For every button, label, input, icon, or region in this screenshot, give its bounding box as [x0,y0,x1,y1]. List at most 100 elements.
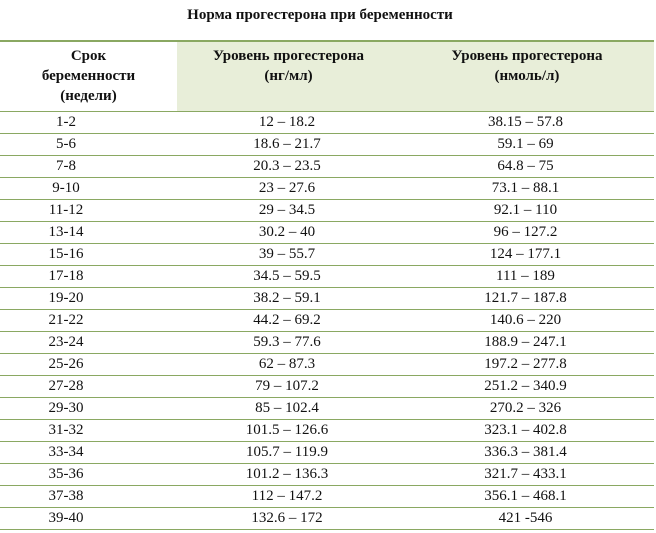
table-row: 11-12 29 – 34.5 92.1 – 110 [0,199,654,221]
cell-week-text: 29-30 [48,399,84,416]
table-row: 19-20 38.2 – 59.1 121.7 – 187.8 [0,287,654,309]
table-title: Норма прогестерона при беременности [187,7,453,23]
cell-nmol: 140.6 – 220 [489,311,562,328]
table-row: 37-38 112 – 147.2 356.1 – 468.1 [0,485,654,507]
cell-week-text: 11-12 [48,201,84,218]
cell-nmol: 59.1 – 69 [497,135,554,152]
table-row: 23-24 59.3 – 77.6 188.9 – 247.1 [0,331,654,353]
cell-week-text: 19-20 [48,289,84,306]
cell-ng: 39 – 55.7 [258,245,316,262]
cell-week-text: 37-38 [48,487,84,504]
header-week-line: беременности [41,68,136,84]
cell-week: 11-12 [0,199,177,221]
cell-nmol: 73.1 – 88.1 [491,179,560,196]
cell-ng: 20.3 – 23.5 [253,157,321,174]
cell-nmol: 323.1 – 402.8 [484,421,567,438]
cell-ng: 29 – 34.5 [258,201,316,218]
cell-week-text: 23-24 [48,333,84,350]
cell-week: 35-36 [0,463,177,485]
table-row: 39-40 132.6 – 172 421 -546 [0,507,654,529]
cell-week-text: 25-26 [48,355,84,372]
cell-nmol: 270.2 – 326 [489,399,562,416]
cell-week-text: 21-22 [48,311,84,328]
cell-nmol: 38.15 – 57.8 [488,113,563,130]
header-row: Срок беременности (недели) Уровень проге… [0,41,654,111]
cell-ng: 12 – 18.2 [258,113,316,130]
cell-week: 7-8 [0,155,177,177]
progesterone-table: Срок беременности (недели) Уровень проге… [0,40,654,530]
table-row: 25-26 62 – 87.3 197.2 – 277.8 [0,353,654,375]
cell-week: 13-14 [0,221,177,243]
cell-ng: 34.5 – 59.5 [253,267,321,284]
cell-week: 23-24 [0,331,177,353]
table-row: 13-14 30.2 – 40 96 – 127.2 [0,221,654,243]
cell-week: 37-38 [0,485,177,507]
cell-ng: 105.7 – 119.9 [246,443,328,460]
cell-ng: 101.2 – 136.3 [245,465,329,482]
cell-week-text: 39-40 [48,509,84,526]
header-nmol-line: (нмоль/л) [494,68,560,84]
cell-week-text: 27-28 [48,377,84,394]
cell-week: 39-40 [0,507,177,529]
cell-week: 21-22 [0,309,177,331]
cell-nmol: 336.3 – 381.4 [484,443,567,460]
header-nmol: Уровень прогестерона (нмоль/л) [397,41,654,111]
table-row: 29-30 85 – 102.4 270.2 – 326 [0,397,654,419]
cell-week: 29-30 [0,397,177,419]
cell-week: 27-28 [0,375,177,397]
cell-nmol: 188.9 – 247.1 [484,333,567,350]
table-row: 33-34 105.7 – 119.9 336.3 – 381.4 [0,441,654,463]
table-row: 1-2 12 – 18.2 38.15 – 57.8 [0,111,654,133]
table-row: 17-18 34.5 – 59.5 111 – 189 [0,265,654,287]
cell-week-text: 7-8 [56,157,76,174]
header-ng: Уровень прогестерона (нг/мл) [177,41,397,111]
cell-nmol: 121.7 – 187.8 [484,289,567,306]
table-row: 9-10 23 – 27.6 73.1 – 88.1 [0,177,654,199]
cell-week: 1-2 [0,111,177,133]
cell-nmol: 197.2 – 277.8 [484,355,567,372]
cell-ng: 62 – 87.3 [258,355,316,372]
cell-week: 9-10 [0,177,177,199]
cell-nmol: 111 – 189 [496,267,555,284]
table-header: Срок беременности (недели) Уровень проге… [0,41,654,111]
table-row: 31-32 101.5 – 126.6 323.1 – 402.8 [0,419,654,441]
cell-week: 33-34 [0,441,177,463]
cell-ng: 101.5 – 126.6 [245,421,329,438]
cell-week-text: 17-18 [48,267,84,284]
cell-ng: 30.2 – 40 [258,223,316,240]
cell-week-text: 33-34 [48,443,84,460]
cell-ng: 79 – 107.2 [255,377,319,394]
table-body: 1-2 12 – 18.2 38.15 – 57.8 5-6 18.6 – 21.7 59… [0,111,654,529]
cell-week: 15-16 [0,243,177,265]
cell-week-text: 31-32 [48,421,84,438]
table-row: 7-8 20.3 – 23.5 64.8 – 75 [0,155,654,177]
cell-nmol: 421 -546 [498,509,553,526]
cell-ng: 59.3 – 77.6 [253,333,321,350]
cell-ng: 85 – 102.4 [255,399,319,416]
cell-week: 25-26 [0,353,177,375]
cell-ng: 112 – 147.2 [251,487,323,504]
cell-ng: 132.6 – 172 [251,509,323,526]
cell-nmol: 92.1 – 110 [493,201,558,218]
header-week: Срок беременности (недели) [0,41,177,111]
header-week-line: (недели) [60,88,117,104]
cell-ng: 44.2 – 69.2 [253,311,321,328]
cell-week: 19-20 [0,287,177,309]
table-row: 27-28 79 – 107.2 251.2 – 340.9 [0,375,654,397]
header-nmol-line: Уровень прогестерона [451,48,603,64]
header-ng-line: Уровень прогестерона [213,48,364,64]
cell-nmol: 321.7 – 433.1 [484,465,567,482]
cell-week-text: 1-2 [56,113,76,130]
cell-week-text: 13-14 [48,223,84,240]
cell-week-text: 15-16 [48,245,84,262]
cell-nmol: 64.8 – 75 [497,157,554,174]
header-week-line: Срок [70,48,107,64]
cell-ng: 38.2 – 59.1 [253,289,321,306]
cell-nmol: 251.2 – 340.9 [484,377,567,394]
cell-week-text: 9-10 [52,179,80,196]
cell-ng: 18.6 – 21.7 [253,135,321,152]
cell-week: 5-6 [0,133,177,155]
cell-nmol: 96 – 127.2 [493,223,558,240]
cell-nmol: 124 – 177.1 [489,245,562,262]
